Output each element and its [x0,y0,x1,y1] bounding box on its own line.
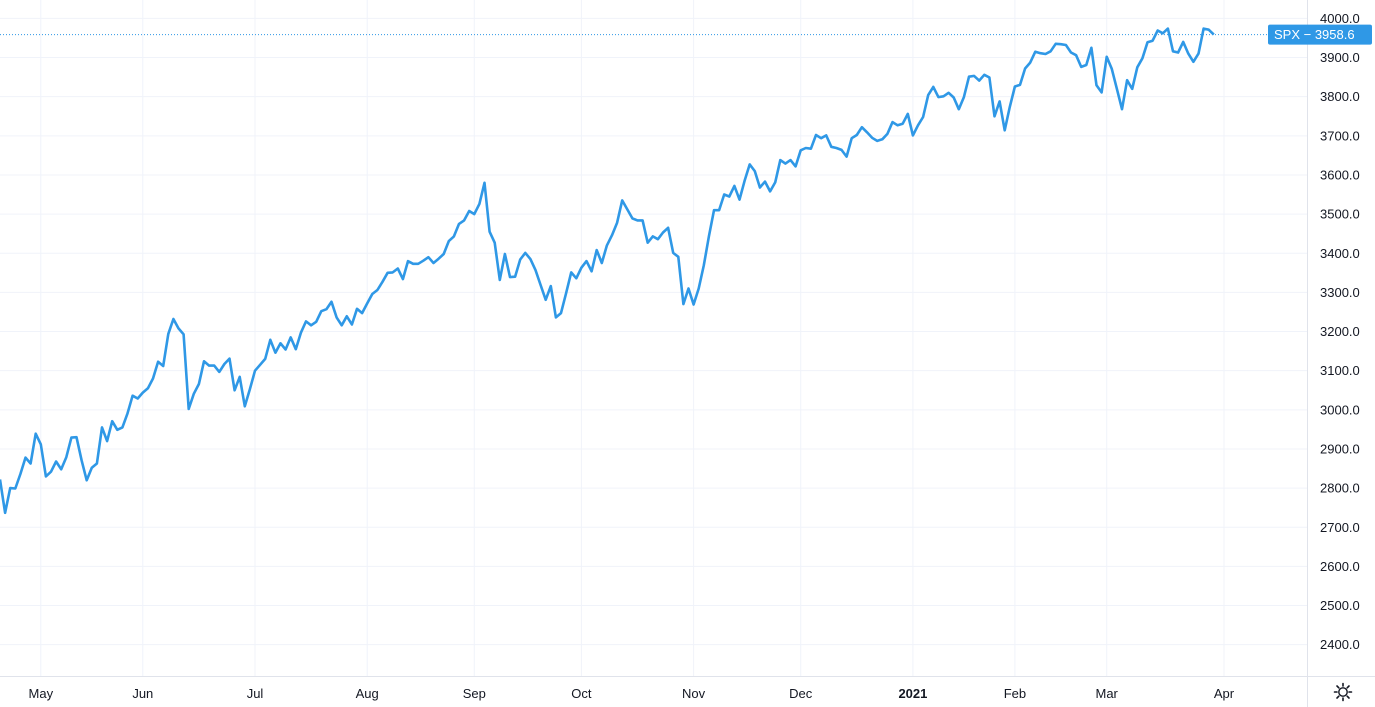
price-tick-label: 2800.0 [1320,481,1360,496]
price-axis[interactable]: 4000.0 3900.0 3800.0 3700.0 3600.0 3500.0 3400… [1320,11,1360,652]
price-tick-label: 3700.0 [1320,128,1360,143]
time-tick-label: Aug [356,686,379,701]
gear-icon [1333,682,1352,701]
price-tick-label: 3000.0 [1320,402,1360,417]
time-axis[interactable]: May Jun Jul Aug Sep Oct Nov Dec 2021 Feb Mar Apr [29,686,1235,701]
price-tick-label: 3800.0 [1320,89,1360,104]
price-tick-label: 2500.0 [1320,598,1360,613]
price-tick-label: 3500.0 [1320,207,1360,222]
time-tick-label: May [29,686,54,701]
price-tick-label: 3300.0 [1320,285,1360,300]
price-tick-label: 3900.0 [1320,50,1360,65]
series-line-spx [0,27,1215,515]
chart-settings-button[interactable] [1310,676,1375,707]
time-tick-label: Apr [1214,686,1235,701]
time-tick-label: Sep [463,686,486,701]
price-tick-label: 2400.0 [1320,637,1360,652]
time-tick-label: Feb [1004,686,1026,701]
last-price-label: SPX − 3958.6 [1274,27,1355,42]
grid-lines [0,0,1307,676]
time-tick-label: Oct [571,686,592,701]
price-tick-label: 3400.0 [1320,246,1360,261]
last-price-badge-bg [1268,24,1372,45]
time-tick-label: Mar [1096,686,1119,701]
price-tick-label: 2600.0 [1320,559,1360,574]
price-tick-label: 2900.0 [1320,441,1360,456]
price-tick-label: 3600.0 [1320,167,1360,182]
time-tick-label: 2021 [898,686,927,701]
price-tick-label: 3200.0 [1320,324,1360,339]
time-tick-label: Nov [682,686,706,701]
price-tick-label: 2700.0 [1320,520,1360,535]
last-price-badge: SPX − 3958.6 [1268,24,1372,45]
time-tick-label: Dec [789,686,813,701]
time-tick-label: Jul [247,686,264,701]
time-tick-label: Jun [132,686,153,701]
price-tick-label: 4000.0 [1320,11,1360,26]
price-tick-label: 3100.0 [1320,363,1360,378]
